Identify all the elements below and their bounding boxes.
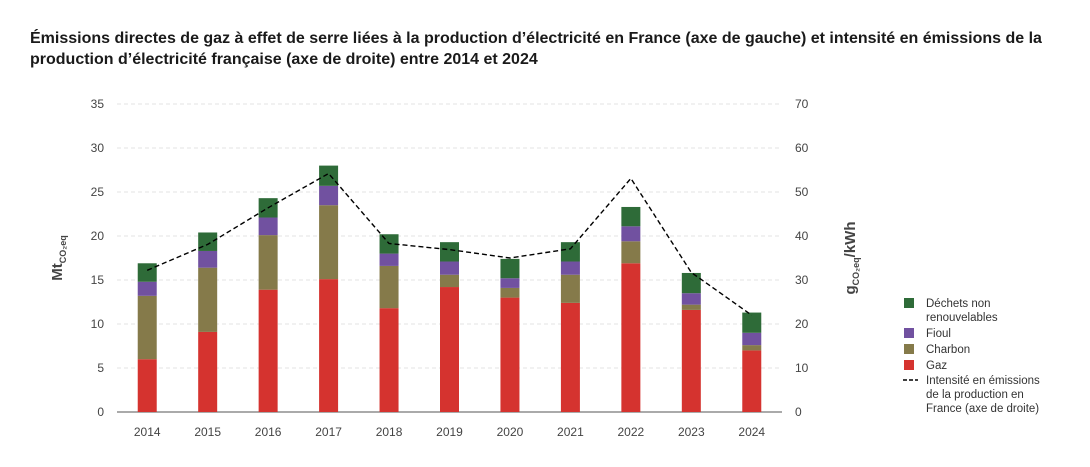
y-left-tick-label: 30 xyxy=(91,141,105,155)
bar-segment xyxy=(379,265,399,309)
legend-swatch xyxy=(904,360,914,370)
bar-segment xyxy=(742,345,762,351)
bar-segment xyxy=(621,263,641,412)
y-right-tick-label: 20 xyxy=(795,317,809,331)
legend-swatch xyxy=(904,344,914,354)
x-tick-label: 2022 xyxy=(618,425,645,439)
legend-label: Gaz xyxy=(926,360,947,372)
bar-segment xyxy=(500,278,520,288)
bar-segment xyxy=(621,206,641,227)
bar-segment xyxy=(319,279,339,412)
y-right-tick-label: 30 xyxy=(795,273,809,287)
bar-segment xyxy=(560,274,580,303)
bar-segment xyxy=(500,297,520,412)
bar-segment xyxy=(379,253,399,266)
bar-segment xyxy=(319,185,339,206)
bar-segment xyxy=(440,261,459,275)
bar-segment xyxy=(560,261,580,275)
chart-title: Émissions directes de gaz à effet de ser… xyxy=(30,30,1042,68)
bar-segment xyxy=(742,332,762,346)
y-right-tick-label: 50 xyxy=(795,185,809,199)
y-right-tick-label: 70 xyxy=(795,97,809,111)
bar-segment xyxy=(440,287,459,412)
y-left-tick-label: 5 xyxy=(97,361,104,375)
bar-segment xyxy=(560,242,580,262)
x-tick-label: 2019 xyxy=(436,425,463,439)
bar-segment xyxy=(258,235,278,290)
legend-swatch xyxy=(904,328,914,338)
y-left-tick-label: 15 xyxy=(91,273,105,287)
y-left-tick-label: 10 xyxy=(91,317,105,331)
bar-segment xyxy=(379,308,399,412)
bar-segment xyxy=(198,232,218,251)
bar-segment xyxy=(319,165,339,186)
x-tick-label: 2018 xyxy=(376,425,403,439)
y-left-tick-label: 25 xyxy=(91,185,105,199)
bar-segment xyxy=(500,287,520,298)
bar-segment xyxy=(681,293,701,305)
bar-segment xyxy=(137,295,157,360)
bar-segment xyxy=(500,258,520,279)
bar-segment xyxy=(198,331,218,412)
x-tick-label: 2023 xyxy=(678,425,705,439)
legend-label: Fioul xyxy=(926,328,951,340)
bar-segment xyxy=(681,309,701,412)
y-right-axis-label: gCO₂eq/kWh xyxy=(842,221,861,294)
bar-segment xyxy=(137,281,157,296)
bar-segment xyxy=(319,205,339,280)
bar-segment xyxy=(258,217,278,236)
bar-segment xyxy=(681,304,701,310)
x-tick-label: 2020 xyxy=(497,425,524,439)
y-left-tick-label: 35 xyxy=(91,97,105,111)
x-tick-label: 2016 xyxy=(255,425,282,439)
y-left-tick-label: 20 xyxy=(91,229,105,243)
bar-segment xyxy=(440,242,459,262)
y-right-tick-label: 60 xyxy=(795,141,809,155)
bar-segment xyxy=(137,263,157,282)
legend-label: Intensité en émissions de la production e… xyxy=(926,375,1040,415)
bar-segment xyxy=(742,312,762,333)
legend-label: Charbon xyxy=(926,344,970,356)
bar-segment xyxy=(560,302,580,412)
y-left-tick-label: 0 xyxy=(97,405,104,419)
y-right-tick-label: 0 xyxy=(795,405,802,419)
bar-segment xyxy=(621,241,641,264)
intensity-line xyxy=(146,172,753,316)
bar-segment xyxy=(198,267,218,332)
x-tick-label: 2015 xyxy=(194,425,221,439)
y-left-axis-label: MtCO₂eq xyxy=(49,235,68,281)
y-right-tick-label: 40 xyxy=(795,229,809,243)
bar-segment xyxy=(258,289,278,412)
x-tick-label: 2021 xyxy=(557,425,584,439)
bar-segment xyxy=(621,226,641,242)
bar-segment xyxy=(198,250,218,268)
bar-segment xyxy=(742,350,762,412)
bar-segment xyxy=(137,359,157,412)
x-tick-label: 2017 xyxy=(315,425,342,439)
legend-swatch xyxy=(904,298,914,308)
x-tick-label: 2014 xyxy=(134,425,161,439)
bar-segment xyxy=(440,274,459,288)
x-tick-label: 2024 xyxy=(738,425,765,439)
legend-label: Déchets non renouvelables xyxy=(926,298,998,324)
y-right-tick-label: 10 xyxy=(795,361,809,375)
bar-segment xyxy=(681,272,701,294)
